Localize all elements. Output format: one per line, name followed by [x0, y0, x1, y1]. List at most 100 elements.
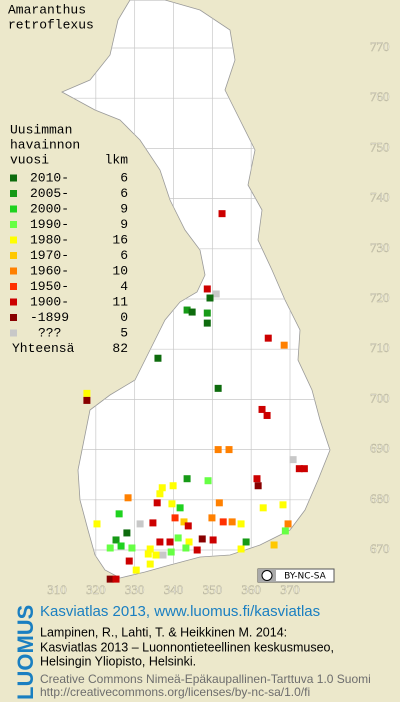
occurrence — [218, 210, 226, 218]
y-tick-label: 720 — [370, 290, 390, 305]
legend-label: -1899 — [30, 310, 69, 325]
legend-count: 9 — [120, 217, 128, 232]
occurrence — [106, 544, 114, 552]
legend-heading: vuosi — [10, 152, 49, 167]
brand: LUOMUS — [13, 605, 38, 700]
cc-icon — [261, 570, 273, 581]
y-tick-label: 670 — [370, 541, 390, 556]
legend-label: 1950- — [30, 279, 69, 294]
legend-heading: Uusimman — [10, 122, 72, 137]
x-tick-label: 320 — [86, 582, 106, 597]
occurrence — [264, 334, 272, 342]
legend-label: 1960- — [30, 263, 69, 278]
occurrence — [144, 550, 152, 558]
occurrence — [123, 529, 131, 537]
occurrence — [284, 520, 292, 528]
citation: Lampinen, R., Lahti, T. & Heikkinen M. 2… — [40, 625, 287, 639]
legend-swatch — [10, 190, 17, 197]
headline: Kasviatlas 2013, www.luomus.fi/kasviatla… — [40, 603, 320, 620]
occurrence — [228, 518, 236, 526]
occurrence — [259, 504, 267, 512]
occurrence — [204, 477, 212, 485]
occurrence — [117, 542, 125, 550]
x-tick-label: 350 — [203, 582, 223, 597]
occurrence — [180, 518, 188, 526]
occurrence — [215, 499, 223, 507]
occurrence — [212, 290, 220, 298]
x-tick-label: 310 — [47, 582, 67, 597]
legend-swatch — [10, 205, 17, 213]
occurrence — [176, 504, 184, 512]
occurrence — [167, 548, 175, 556]
y-tick-label: 740 — [370, 190, 390, 205]
occurrence — [93, 520, 101, 528]
legend-swatch — [10, 298, 17, 306]
citation: Kasviatlas 2013 – Luonnontieteellinen ke… — [40, 640, 334, 654]
occurrence — [156, 538, 164, 546]
legend-label: ??? — [38, 325, 61, 340]
legend-swatch — [10, 174, 17, 182]
legend-count: 10 — [112, 263, 128, 278]
occurrence — [225, 446, 233, 454]
license: http://creativecommons.org/licenses/by-n… — [40, 685, 310, 699]
y-tick-label: 750 — [370, 139, 390, 154]
legend-swatch — [10, 252, 17, 259]
occurrence — [182, 544, 190, 552]
occurrence — [136, 520, 144, 528]
legend-swatch — [10, 283, 17, 290]
legend-swatch — [10, 221, 17, 228]
legend-label: 2010- — [30, 170, 69, 185]
occurrence — [203, 285, 211, 293]
legend-count: 6 — [120, 186, 128, 201]
occurrence — [203, 309, 211, 317]
title: retroflexus — [8, 17, 94, 32]
legend-count: 9 — [120, 201, 128, 216]
occurrence — [263, 411, 271, 419]
occurrence — [115, 510, 123, 518]
occurrence — [168, 500, 176, 508]
occurrence — [242, 538, 250, 546]
occurrence — [183, 306, 191, 314]
x-tick-label: 370 — [280, 582, 300, 597]
occurrence — [219, 518, 227, 526]
legend-heading: havainnon — [10, 137, 80, 152]
occurrence — [237, 520, 245, 528]
x-tick-label: 340 — [164, 582, 184, 597]
occurrence — [83, 396, 91, 404]
occurrence — [295, 465, 303, 473]
cc-badge-text: BY-NC-SA — [284, 572, 327, 582]
occurrence — [112, 575, 120, 583]
occurrences — [83, 210, 308, 583]
occurrence — [254, 482, 262, 490]
occurrence — [149, 519, 157, 527]
occurrence — [169, 482, 177, 490]
occurrence — [156, 490, 164, 498]
occurrence — [146, 545, 154, 553]
occurrence — [300, 465, 308, 473]
occurrence — [198, 535, 206, 543]
occurrence — [237, 545, 245, 553]
occurrence — [124, 494, 132, 502]
occurrence — [209, 536, 217, 544]
legend-label: 2000- — [30, 201, 69, 216]
total-count: 82 — [112, 341, 128, 356]
y-tick-label: 690 — [370, 441, 390, 456]
occurrence — [281, 527, 289, 535]
y-tick-label: 710 — [370, 340, 390, 355]
total-label: Yhteensä — [12, 341, 75, 356]
y-tick-label: 760 — [370, 89, 390, 104]
y-tick-label: 770 — [370, 39, 390, 54]
citation: Helsingin Yliopisto, Helsinki. — [40, 654, 196, 668]
occurrence — [166, 538, 174, 546]
title: Amaranthus — [8, 2, 86, 17]
legend-label: 1980- — [30, 232, 69, 247]
occurrence — [208, 514, 216, 522]
occurrence — [214, 384, 222, 392]
occurrence — [132, 566, 140, 574]
occurrence — [184, 522, 192, 530]
legend-label: 1970- — [30, 248, 69, 263]
occurrence — [152, 551, 160, 559]
occurrence — [146, 560, 154, 568]
